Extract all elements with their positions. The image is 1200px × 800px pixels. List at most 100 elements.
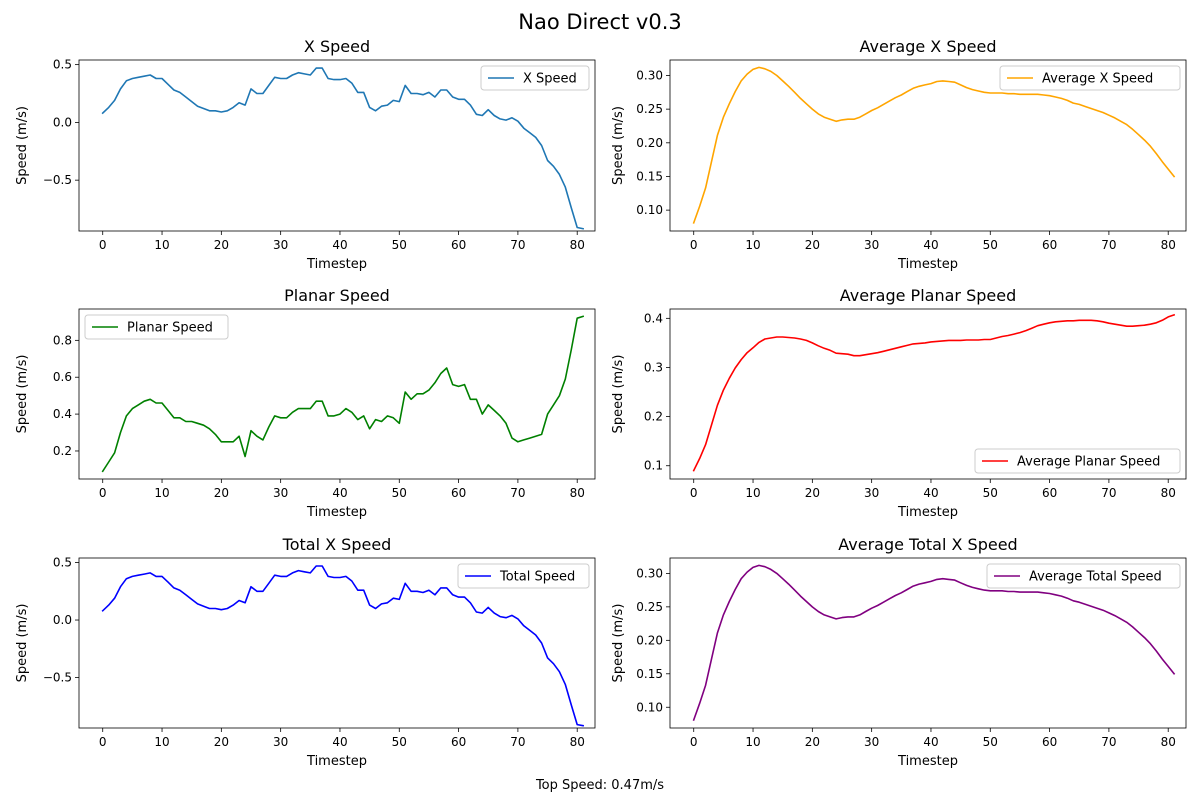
y-tick-label: 0.30 [636, 68, 663, 82]
x-tick-label: 40 [923, 486, 938, 500]
x-axis-label: Timestep [306, 257, 367, 272]
axes-frame [669, 308, 1187, 480]
subplot-2: Average X Speed 0 10 20 30 40 50 60 70 80 0.30 0.25… [611, 37, 1187, 272]
axes-frame [78, 557, 596, 729]
x-tick-label: 60 [451, 238, 466, 252]
subplot-title: Average Planar Speed [840, 286, 1016, 305]
x-tick-label: 70 [1101, 238, 1116, 252]
y-tick-label: 0.10 [636, 700, 663, 714]
subplot-1: X Speed 0 10 20 30 40 50 60 70 80 0.5 0.0 −0.5 Timest… [15, 37, 596, 272]
y-tick-label: −0.5 [43, 173, 72, 187]
x-tick-label: 60 [1042, 486, 1057, 500]
x-tick-label: 0 [690, 735, 698, 749]
x-tick-label: 40 [332, 735, 347, 749]
x-tick-label: 50 [983, 238, 998, 252]
x-tick-label: 10 [745, 486, 760, 500]
x-tick-label: 60 [1042, 735, 1057, 749]
x-tick-label: 50 [392, 486, 407, 500]
legend-box [999, 65, 1181, 91]
subplot-4: Average Planar Speed 0 10 20 30 40 50 60 70 80 0.4… [611, 286, 1187, 520]
series-line-1 [101, 315, 585, 473]
y-tick-label: 0.3 [644, 360, 663, 374]
subplot-6: Average Total X Speed 0 10 20 30 40 50 60 70 80 0.… [611, 535, 1187, 769]
y-tick-label: 0.20 [636, 633, 663, 647]
legend-label: Average Total Speed [1029, 570, 1162, 585]
x-tick-label: 20 [214, 735, 229, 749]
x-tick-label: 10 [745, 238, 760, 252]
subplot-title: X Speed [304, 37, 370, 56]
legend-label: X Speed [523, 72, 577, 87]
series-line-1 [101, 565, 585, 727]
legend-box [84, 314, 229, 340]
y-axis-label: Speed (m/s) [611, 604, 626, 683]
subplot-title: Average Total X Speed [838, 535, 1017, 554]
x-tick-label: 0 [99, 238, 107, 252]
legend-label: Average Planar Speed [1017, 455, 1160, 470]
legend-label: Total Speed [499, 570, 575, 585]
x-tick-label: 80 [570, 486, 585, 500]
x-tick-label: 50 [392, 238, 407, 252]
x-tick-label: 80 [570, 735, 585, 749]
x-tick-label: 20 [805, 238, 820, 252]
subplot-3: Planar Speed 0 10 20 30 40 50 60 70 80 0.8 0.6 0.4 0.… [15, 286, 596, 520]
x-tick-label: 30 [864, 486, 879, 500]
legend: Average X Speed [999, 65, 1181, 91]
x-tick-label: 60 [451, 735, 466, 749]
figure-title: Nao Direct v0.3 [518, 10, 682, 34]
x-tick-label: 60 [1042, 238, 1057, 252]
y-tick-label: 0.30 [636, 566, 663, 580]
x-axis-label: Timestep [306, 505, 367, 520]
x-tick-label: 20 [214, 486, 229, 500]
x-tick-label: 50 [983, 486, 998, 500]
axes-frame [78, 59, 596, 232]
x-tick-label: 80 [570, 238, 585, 252]
legend-label: Average X Speed [1042, 72, 1153, 87]
x-axis-label: Timestep [897, 257, 958, 272]
x-tick-label: 30 [273, 735, 288, 749]
y-tick-label: 0.1 [644, 459, 663, 473]
x-axis-label: Timestep [306, 754, 367, 769]
x-tick-label: 70 [510, 486, 525, 500]
x-tick-label: 50 [983, 735, 998, 749]
subplot-title: Average X Speed [860, 37, 997, 56]
y-tick-label: 0.5 [53, 58, 72, 72]
y-tick-label: 0.6 [53, 370, 72, 384]
x-tick-label: 40 [923, 735, 938, 749]
y-axis-label: Speed (m/s) [15, 355, 30, 434]
legend: Average Planar Speed [974, 448, 1181, 474]
y-tick-label: 0.10 [636, 203, 663, 217]
y-tick-label: 0.0 [53, 613, 72, 627]
x-tick-label: 70 [1101, 735, 1116, 749]
y-tick-label: 0.25 [636, 102, 663, 116]
x-tick-label: 70 [1101, 486, 1116, 500]
y-tick-label: 0.0 [53, 115, 72, 129]
y-tick-label: 0.15 [636, 169, 663, 183]
x-tick-label: 30 [273, 486, 288, 500]
x-tick-label: 40 [332, 238, 347, 252]
y-tick-label: 0.20 [636, 136, 663, 150]
x-tick-label: 0 [690, 486, 698, 500]
axes-frame [78, 308, 596, 480]
top-speed-footer: Top Speed: 0.47m/s [535, 778, 665, 793]
y-tick-label: 0.4 [644, 311, 663, 325]
y-axis-label: Speed (m/s) [611, 106, 626, 185]
x-axis-label: Timestep [897, 505, 958, 520]
x-tick-label: 80 [1161, 735, 1176, 749]
x-tick-label: 30 [864, 735, 879, 749]
x-axis-label: Timestep [897, 754, 958, 769]
x-tick-label: 10 [745, 735, 760, 749]
x-tick-label: 0 [690, 238, 698, 252]
x-tick-label: 0 [99, 735, 107, 749]
y-tick-label: 0.25 [636, 600, 663, 614]
x-tick-label: 10 [154, 735, 169, 749]
legend: Total Speed [457, 563, 590, 589]
legend-box [457, 563, 590, 589]
y-axis-label: Speed (m/s) [611, 355, 626, 434]
y-tick-label: 0.4 [53, 407, 72, 421]
legend: Planar Speed [84, 314, 229, 340]
y-tick-label: 0.15 [636, 667, 663, 681]
x-tick-label: 80 [1161, 238, 1176, 252]
x-tick-label: 30 [273, 238, 288, 252]
x-tick-label: 70 [510, 238, 525, 252]
